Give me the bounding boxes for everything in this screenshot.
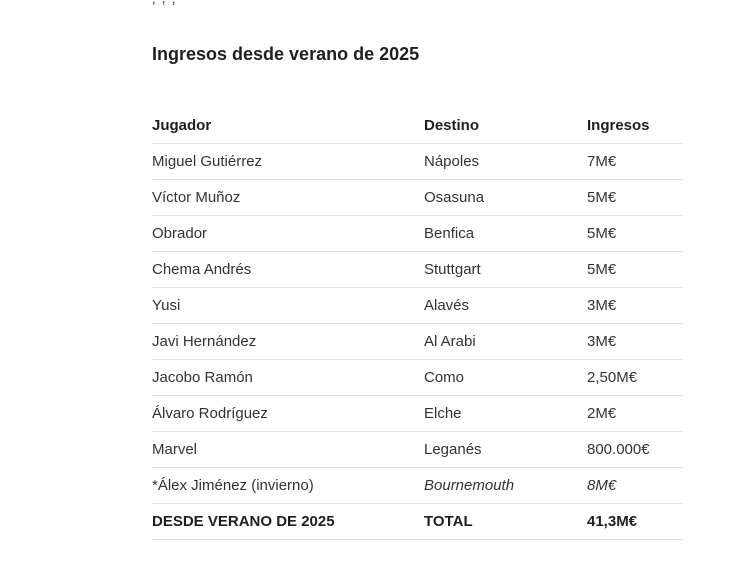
destination: Leganés [424, 431, 587, 468]
player-name: Chema Andrés [152, 251, 424, 288]
table-row: Marvel Leganés 800.000€ [152, 431, 683, 468]
income-amount: 3M€ [587, 323, 683, 360]
player-name: *Álex Jiménez (invierno) [152, 467, 424, 504]
destination: Osasuna [424, 179, 587, 216]
player-name: Obrador [152, 215, 424, 252]
income-amount: 800.000€ [587, 431, 683, 468]
header-income: Ingresos [587, 108, 683, 144]
table-row: *Álex Jiménez (invierno) Bournemouth 8M€ [152, 467, 683, 504]
income-amount: 3M€ [587, 287, 683, 324]
table-row: Yusi Alavés 3M€ [152, 287, 683, 324]
player-name: Álvaro Rodríguez [152, 395, 424, 432]
player-name: Miguel Gutiérrez [152, 143, 424, 180]
destination: Al Arabi [424, 323, 587, 360]
total-income: 41,3M€ [587, 503, 683, 540]
income-amount: 5M€ [587, 215, 683, 252]
player-name: Jacobo Ramón [152, 359, 424, 396]
player-name: Javi Hernández [152, 323, 424, 360]
income-amount: 7M€ [587, 143, 683, 180]
destination: Bournemouth [424, 467, 587, 504]
header-destination: Destino [424, 108, 587, 144]
destination: Nápoles [424, 143, 587, 180]
header-player: Jugador [152, 108, 424, 144]
total-label: DESDE VERANO DE 2025 [152, 503, 424, 540]
table-row: Álvaro Rodríguez Elche 2M€ [152, 395, 683, 432]
income-table: Jugador Destino Ingresos Miguel Gutiérre… [152, 108, 683, 540]
income-amount: 2M€ [587, 395, 683, 432]
income-amount: 2,50M€ [587, 359, 683, 396]
destination: Elche [424, 395, 587, 432]
total-row: DESDE VERANO DE 2025 TOTAL 41,3M€ [152, 503, 683, 540]
total-destination-label: TOTAL [424, 503, 587, 540]
income-amount: 8M€ [587, 467, 683, 504]
player-name: Marvel [152, 431, 424, 468]
table-row: Chema Andrés Stuttgart 5M€ [152, 251, 683, 288]
player-name: Víctor Muñoz [152, 179, 424, 216]
table-row: Javi Hernández Al Arabi 3M€ [152, 323, 683, 360]
cut-off-text: ‚ , ‚ [152, 0, 176, 7]
destination: Benfica [424, 215, 587, 252]
destination: Alavés [424, 287, 587, 324]
table-row: Obrador Benfica 5M€ [152, 215, 683, 252]
table-row: Jacobo Ramón Como 2,50M€ [152, 359, 683, 396]
table-row: Miguel Gutiérrez Nápoles 7M€ [152, 143, 683, 180]
income-amount: 5M€ [587, 251, 683, 288]
table-header-row: Jugador Destino Ingresos [152, 108, 683, 144]
destination: Stuttgart [424, 251, 587, 288]
table-title: Ingresos desde verano de 2025 [152, 44, 420, 64]
player-name: Yusi [152, 287, 424, 324]
income-amount: 5M€ [587, 179, 683, 216]
table-row: Víctor Muñoz Osasuna 5M€ [152, 179, 683, 216]
destination: Como [424, 359, 587, 396]
